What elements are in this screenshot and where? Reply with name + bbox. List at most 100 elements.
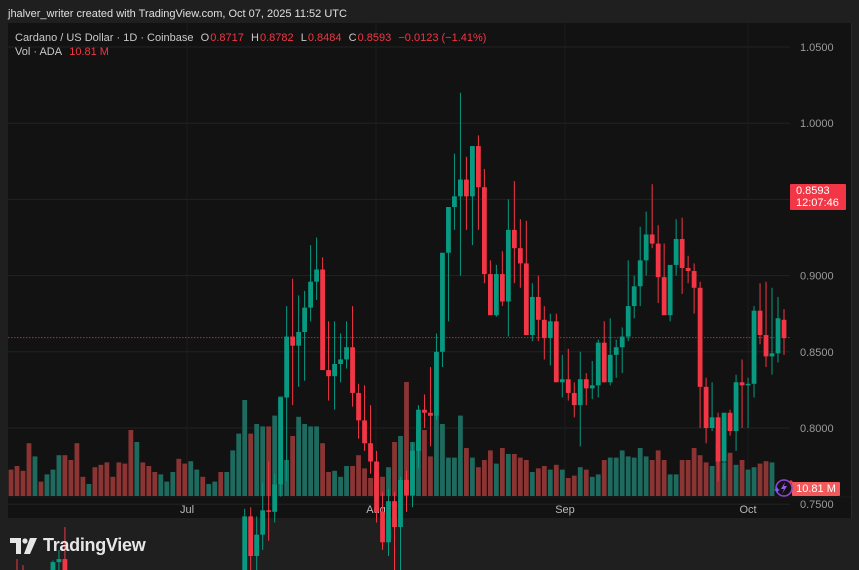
volume-bar bbox=[194, 469, 200, 496]
candle-body bbox=[607, 354, 613, 383]
volume-bar bbox=[751, 467, 757, 496]
candle-body bbox=[266, 510, 272, 512]
legend-high: 0.8782 bbox=[259, 32, 294, 44]
candle-body bbox=[523, 263, 529, 336]
candle-body bbox=[553, 321, 559, 383]
volume-bar bbox=[14, 466, 20, 496]
chart-legend: Cardano / US Dollar · 1D · Coinbase O0.8… bbox=[15, 31, 487, 59]
volume-bar bbox=[547, 469, 553, 496]
volume-bar bbox=[559, 469, 565, 496]
last-volume-tag: 10.81 M bbox=[792, 482, 840, 496]
candle-body bbox=[380, 511, 385, 543]
volume-bar bbox=[230, 450, 236, 496]
candle-body bbox=[290, 336, 296, 346]
volume-bar bbox=[86, 484, 92, 496]
volume-bar bbox=[464, 448, 469, 496]
volume-bar bbox=[470, 457, 475, 496]
candle-body bbox=[739, 382, 745, 386]
volume-bar bbox=[541, 466, 547, 496]
volume-bar bbox=[98, 464, 104, 496]
candle-body bbox=[577, 379, 583, 406]
volume-bar bbox=[218, 472, 224, 496]
volume-bar bbox=[553, 464, 559, 496]
volume-bar bbox=[320, 443, 325, 496]
candle-body bbox=[416, 409, 421, 451]
assistant-lightning-icon[interactable] bbox=[772, 477, 794, 499]
volume-bar bbox=[176, 458, 182, 496]
volume-bar bbox=[607, 457, 613, 496]
candle-body bbox=[655, 243, 661, 278]
volume-bar bbox=[685, 460, 691, 496]
x-axis-label: Jul bbox=[180, 504, 194, 516]
candle-body bbox=[745, 383, 751, 386]
volume-bar bbox=[368, 478, 373, 496]
volume-bar bbox=[637, 448, 643, 496]
volume-bar bbox=[505, 454, 511, 496]
y-axis-label: 0.8500 bbox=[800, 347, 834, 359]
volume-bar bbox=[302, 424, 308, 496]
candle-body bbox=[637, 260, 643, 287]
volume-bar bbox=[20, 470, 26, 496]
legend-volume-label[interactable]: Vol · ADA bbox=[15, 46, 63, 58]
volume-bar bbox=[224, 472, 230, 496]
volume-bar bbox=[266, 426, 272, 496]
volume-bar bbox=[667, 474, 673, 496]
volume-bar bbox=[703, 462, 709, 496]
candle-body bbox=[619, 336, 625, 348]
candle-body bbox=[679, 239, 685, 268]
candle-body bbox=[601, 342, 607, 383]
volume-bar bbox=[745, 469, 751, 496]
legend-symbol[interactable]: Cardano / US Dollar · 1D · Coinbase bbox=[15, 32, 194, 44]
volume-bar bbox=[308, 426, 314, 496]
volume-bar bbox=[188, 461, 194, 496]
volume-bar bbox=[440, 424, 445, 496]
legend-open: 0.8717 bbox=[210, 32, 244, 44]
volume-bar bbox=[338, 476, 343, 496]
volume-bar bbox=[110, 476, 116, 496]
candle-body bbox=[56, 559, 62, 563]
volume-bar bbox=[236, 433, 242, 496]
volume-bar bbox=[8, 469, 14, 496]
volume-bar bbox=[595, 474, 601, 496]
volume-bar bbox=[170, 472, 176, 496]
volume-bar bbox=[344, 466, 349, 496]
candle-body bbox=[368, 443, 373, 462]
candle-body bbox=[529, 296, 535, 336]
candle-body bbox=[517, 248, 523, 264]
bar-countdown: 12:07:46 bbox=[796, 197, 839, 209]
candle-body bbox=[781, 319, 787, 339]
brand-name: TradingView bbox=[43, 535, 146, 555]
volume-bar bbox=[511, 454, 517, 496]
candle-body bbox=[481, 187, 487, 275]
volume-bar bbox=[272, 415, 278, 496]
candle-body bbox=[769, 353, 775, 357]
volume-bar bbox=[422, 430, 427, 496]
volume-bar bbox=[200, 476, 206, 496]
volume-bar bbox=[517, 457, 523, 496]
volume-bar bbox=[428, 456, 433, 496]
candle-body bbox=[493, 274, 499, 316]
candle-body bbox=[691, 271, 697, 288]
candle-body bbox=[547, 321, 553, 339]
candle-body bbox=[583, 379, 589, 389]
volume-bar bbox=[362, 468, 367, 496]
legend-low: 0.8484 bbox=[307, 32, 342, 44]
candle-body bbox=[625, 306, 631, 337]
candle-body bbox=[326, 370, 331, 377]
candle-body bbox=[458, 179, 463, 197]
candle-body bbox=[685, 267, 691, 272]
candle-body bbox=[751, 310, 757, 384]
tradingview-brand[interactable]: TradingView bbox=[10, 535, 146, 556]
volume-bar bbox=[392, 442, 397, 496]
last-price-tag: 0.8593 12:07:46 bbox=[790, 184, 846, 210]
volume-bar bbox=[146, 466, 152, 496]
tradingview-logo-icon bbox=[10, 537, 37, 554]
volume-bar bbox=[499, 448, 505, 496]
candle-body bbox=[535, 296, 541, 320]
candle-body bbox=[446, 207, 451, 253]
volume-bar bbox=[661, 460, 667, 496]
candle-body bbox=[559, 379, 565, 383]
volume-bar bbox=[152, 472, 158, 496]
volume-bar bbox=[296, 416, 302, 496]
